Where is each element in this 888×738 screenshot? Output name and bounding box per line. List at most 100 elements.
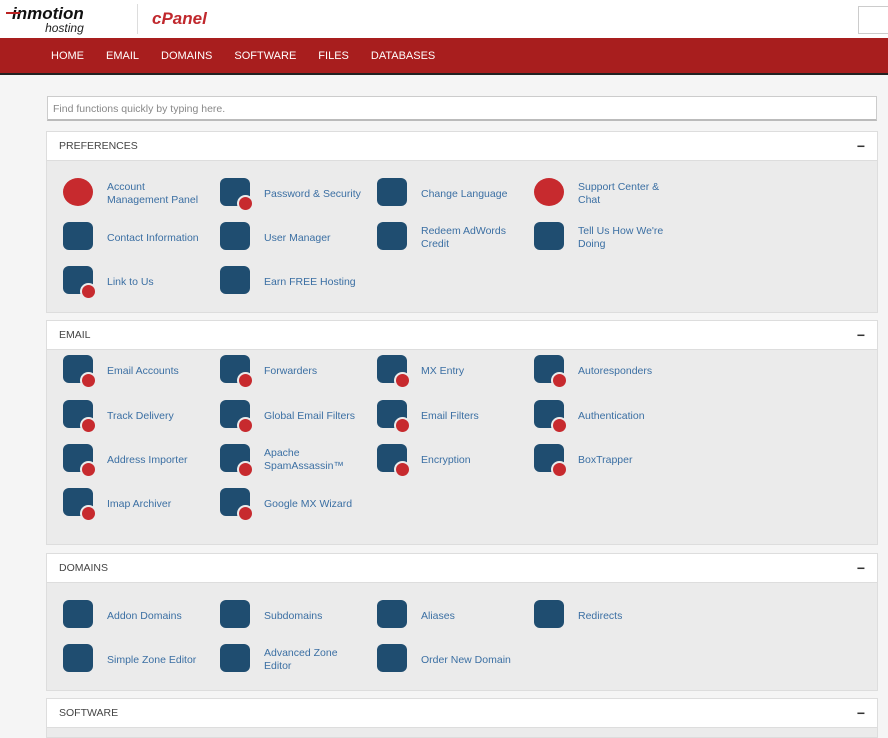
item-contact-information[interactable]: Contact Information [47,218,204,258]
item-label: Account Management Panel [107,181,199,206]
item-global-email-filters[interactable]: Global Email Filters [204,396,361,436]
aliases-icon [375,598,411,634]
item-redirects[interactable]: Redirects [518,596,675,636]
item-label: User Manager [264,231,331,244]
item-label: Encryption [421,453,471,466]
item-email-filters[interactable]: Email Filters [361,396,518,436]
item-label: Apache SpamAssassin™ [264,447,344,472]
item-label: Link to Us [107,275,154,288]
item-order-new-domain[interactable]: Order New Domain [361,640,518,680]
divider [137,4,138,34]
item-support-center-chat[interactable]: Support Center & Chat [518,174,675,214]
item-label: Aliases [421,609,455,622]
boxtrapper-icon [532,442,568,478]
email-filters-icon [375,398,411,434]
item-boxtrapper[interactable]: BoxTrapper [518,440,675,480]
panel-domains: DOMAINS − Addon Domains Subdomains Aliases Re… [46,553,878,691]
brand: inmotion [12,4,84,23]
item-label: Redeem AdWords Credit [421,225,507,250]
panel-header[interactable]: SOFTWARE − [47,699,877,728]
panel-title: PREFERENCES [59,140,138,152]
nav-email[interactable]: EMAIL [106,49,140,62]
item-mx-entry[interactable]: MX Entry [361,351,518,391]
item-imap-archiver[interactable]: Imap Archiver [47,484,204,524]
mx-entry-icon [375,353,411,389]
subdomains-icon [218,598,254,634]
item-link-to-us[interactable]: Link to Us [47,262,204,302]
item-label: Authentication [578,409,645,422]
collapse-icon[interactable]: − [856,327,865,343]
item-email-accounts[interactable]: Email Accounts [47,351,204,391]
user-menu[interactable] [858,6,888,34]
panel-header[interactable]: DOMAINS − [47,554,877,583]
inmotion-logo[interactable]: inmotion hosting [6,4,84,35]
panel-software: SOFTWARE − [46,698,878,738]
nav-domains[interactable]: DOMAINS [161,49,213,62]
item-label: Subdomains [264,609,323,622]
item-label: Address Importer [107,453,188,466]
password-security-icon [218,176,254,212]
panel-title: EMAIL [59,329,91,341]
item-addon-domains[interactable]: Addon Domains [47,596,204,636]
item-password-security[interactable]: Password & Security [204,174,361,214]
item-autoresponders[interactable]: Autoresponders [518,351,675,391]
brand-sub: hosting [45,21,84,35]
panel-header[interactable]: EMAIL − [47,321,877,350]
item-label: Track Delivery [107,409,174,422]
item-subdomains[interactable]: Subdomains [204,596,361,636]
item-tell-us-how-we-re-doing[interactable]: Tell Us How We're Doing [518,218,675,258]
item-aliases[interactable]: Aliases [361,596,518,636]
user-manager-icon [218,220,254,256]
item-label: Imap Archiver [107,497,172,510]
item-label: Contact Information [107,231,199,244]
panel-preferences: PREFERENCES − Account Management Panel Pass… [46,131,878,313]
tell-us-how-we-re-doing-icon [532,220,568,256]
item-label: Email Filters [421,409,479,422]
addon-domains-icon [61,598,97,634]
item-user-manager[interactable]: User Manager [204,218,361,258]
item-label: Change Language [421,187,508,200]
item-forwarders[interactable]: Forwarders [204,351,361,391]
item-label: Advanced Zone Editor [264,647,338,672]
item-google-mx-wizard[interactable]: Google MX Wizard [204,484,361,524]
item-label: Order New Domain [421,653,511,666]
top-bar: inmotion hosting cPanel [0,0,888,38]
nav-databases[interactable]: DATABASES [370,49,436,62]
nav-home[interactable]: HOME [51,49,84,62]
item-simple-zone-editor[interactable]: Simple Zone Editor [47,640,204,680]
item-encryption[interactable]: Encryption [361,440,518,480]
collapse-icon[interactable]: − [856,705,865,721]
cpanel-logo[interactable]: cPanel [152,9,207,28]
panel-email: EMAIL − Email Accounts Forwarders MX Entry Au… [46,320,878,545]
contact-information-icon [61,220,97,256]
autoresponders-icon [532,353,568,389]
item-advanced-zone-editor[interactable]: Advanced Zone Editor [204,640,361,680]
nav-files[interactable]: FILES [318,49,349,62]
search-input[interactable]: Find functions quickly by typing here. [47,96,877,121]
item-label: Tell Us How We're Doing [578,225,664,250]
item-track-delivery[interactable]: Track Delivery [47,396,204,436]
google-mx-wizard-icon [218,486,254,522]
redirects-icon [532,598,568,634]
main-nav: HOME EMAIL DOMAINS SOFTWARE FILES DATABASES [0,38,888,75]
item-address-importer[interactable]: Address Importer [47,440,204,480]
earn-free-hosting-icon [218,264,254,300]
item-apache-spamassassin[interactable]: Apache SpamAssassin™ [204,440,361,480]
item-account-management-panel[interactable]: Account Management Panel [47,174,204,214]
item-authentication[interactable]: Authentication [518,396,675,436]
advanced-zone-editor-icon [218,642,254,678]
collapse-icon[interactable]: − [856,138,865,154]
apache-spamassassin-icon [218,442,254,478]
item-label: Password & Security [264,187,361,200]
panel-header[interactable]: PREFERENCES − [47,132,877,161]
item-change-language[interactable]: Change Language [361,174,518,214]
item-redeem-adwords-credit[interactable]: Redeem AdWords Credit [361,218,518,258]
item-label: BoxTrapper [578,453,633,466]
item-label: MX Entry [421,364,465,377]
account-management-panel-icon [61,176,97,212]
nav-software[interactable]: SOFTWARE [234,49,297,62]
panel-title: DOMAINS [59,562,109,574]
item-earn-free-hosting[interactable]: Earn FREE Hosting [204,262,361,302]
collapse-icon[interactable]: − [856,560,865,576]
support-center-chat-icon [532,176,568,212]
